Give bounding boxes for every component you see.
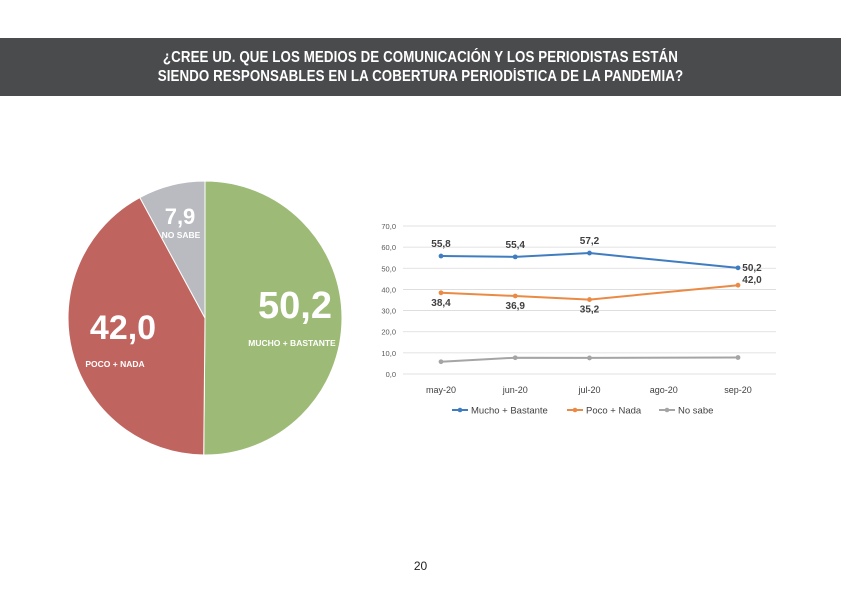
legend-label-mucho-bastante: Mucho + Bastante bbox=[471, 406, 548, 417]
pie-value-no-sabe: 7,9 bbox=[165, 204, 196, 229]
y-tick-label: 40,0 bbox=[381, 285, 396, 294]
pie-value-poco-nada: 42,0 bbox=[90, 309, 156, 347]
series-line-no-sabe bbox=[440, 356, 739, 363]
pie-value-mucho-bastante: 50,2 bbox=[258, 285, 332, 327]
data-point-no-sabe bbox=[735, 355, 741, 360]
title-line-1: ¿CREE UD. QUE LOS MEDIOS DE COMUNICACIÓN… bbox=[162, 49, 679, 66]
y-tick-label: 50,0 bbox=[381, 264, 396, 273]
title-banner: ¿CREE UD. QUE LOS MEDIOS DE COMUNICACIÓN… bbox=[0, 38, 841, 96]
y-tick-label: 70,0 bbox=[381, 222, 396, 231]
data-point-poco-nada bbox=[438, 290, 444, 296]
data-label-poco-nada: 36,9 bbox=[506, 301, 526, 312]
legend-marker-mucho-bastante bbox=[457, 407, 463, 413]
pie-slice-no-sabe bbox=[139, 180, 206, 319]
series-line-poco-nada bbox=[440, 284, 739, 301]
data-point-mucho-bastante bbox=[735, 265, 741, 271]
x-tick-label: jun-20 bbox=[502, 385, 528, 395]
data-point-mucho-bastante bbox=[438, 253, 444, 259]
title-line-2: SIENDO RESPONSABLES EN LA COBERTURA PERI… bbox=[157, 68, 684, 85]
series-line-mucho-bastante bbox=[440, 252, 739, 269]
data-label-mucho-bastante: 55,4 bbox=[506, 240, 526, 251]
y-tick-label: 0,0 bbox=[386, 370, 396, 379]
data-label-poco-nada: 35,2 bbox=[580, 305, 600, 316]
legend-label-poco-nada: Poco + Nada bbox=[586, 406, 642, 417]
data-point-no-sabe bbox=[438, 359, 444, 365]
pie-slice-poco-nada bbox=[67, 196, 206, 456]
data-point-poco-nada bbox=[512, 293, 518, 299]
pie-label-poco-nada: POCO + NADA bbox=[85, 359, 144, 369]
y-tick-label: 20,0 bbox=[381, 328, 396, 337]
data-label-mucho-bastante: 55,8 bbox=[431, 239, 451, 250]
y-tick-label: 10,0 bbox=[381, 349, 396, 358]
legend-label-no-sabe: No sabe bbox=[678, 406, 713, 417]
pie-slice-mucho-bastante bbox=[203, 180, 343, 456]
y-tick-label: 30,0 bbox=[381, 307, 396, 316]
y-tick-label: 60,0 bbox=[381, 243, 396, 252]
x-tick-label: sep-20 bbox=[724, 385, 752, 395]
data-point-poco-nada bbox=[587, 297, 592, 302]
data-label-poco-nada: 38,4 bbox=[431, 298, 451, 309]
data-point-poco-nada bbox=[735, 282, 741, 288]
page-number: 20 bbox=[413, 559, 428, 573]
data-label-mucho-bastante: 57,2 bbox=[580, 236, 600, 247]
data-point-mucho-bastante bbox=[512, 254, 518, 260]
pie-label-no-sabe: NO SABE bbox=[162, 230, 201, 240]
data-point-no-sabe bbox=[587, 355, 592, 361]
pie-label-mucho-bastante: MUCHO + BASTANTE bbox=[248, 338, 336, 348]
data-point-mucho-bastante bbox=[587, 250, 592, 256]
legend-marker-no-sabe bbox=[664, 407, 670, 413]
data-point-no-sabe bbox=[512, 355, 518, 361]
legend-marker-poco-nada bbox=[572, 407, 578, 413]
x-tick-label: ago-20 bbox=[650, 385, 678, 395]
data-label-mucho-bastante: 50,2 bbox=[742, 263, 762, 274]
data-label-poco-nada: 42,0 bbox=[742, 275, 762, 286]
x-tick-label: jul-20 bbox=[577, 385, 600, 395]
x-tick-label: may-20 bbox=[426, 385, 456, 395]
